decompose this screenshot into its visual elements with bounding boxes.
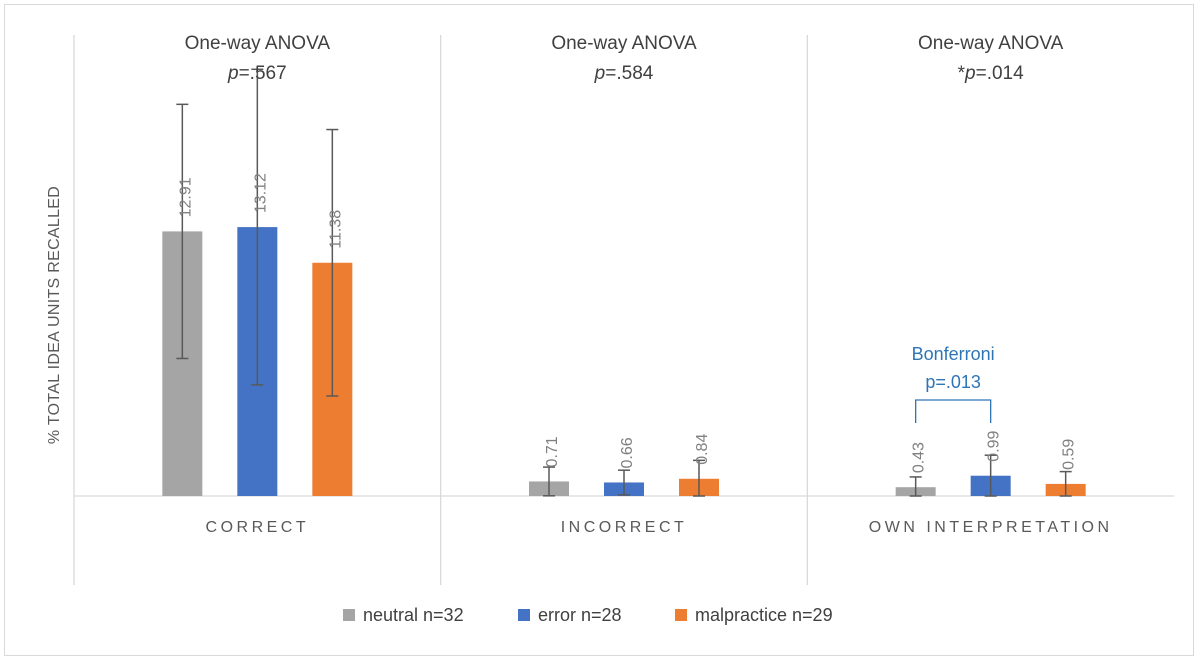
error-bar: [176, 103, 189, 360]
group-title: One-way ANOVA: [551, 33, 697, 54]
data-label: 0.99: [986, 430, 1003, 461]
group-title: One-way ANOVA: [185, 33, 331, 54]
legend-item: error n=28: [518, 605, 622, 625]
legend-swatch: [343, 609, 355, 621]
group-title: One-way ANOVA: [918, 33, 1064, 54]
significance-bracket: [915, 399, 992, 423]
group-p-value: p=.567: [227, 63, 287, 84]
error-bar: [618, 469, 630, 496]
annotation-p-value: p=.013: [925, 372, 981, 392]
group-p-value: *p=.014: [958, 63, 1024, 84]
data-label: 0.66: [619, 437, 636, 468]
error-bar: [909, 476, 922, 497]
data-label: 0.84: [694, 434, 711, 465]
data-label: 13.12: [252, 173, 269, 213]
bar-chart: One-way ANOVA p=.567 CORRECT 12.91 13.12 11.3…: [46, 33, 1174, 625]
error-bar: [984, 454, 997, 497]
legend-item: malpractice n=29: [675, 605, 833, 625]
legend-label: neutral n=32: [363, 605, 464, 625]
category-label: OWN INTERPRETATION: [869, 519, 1113, 536]
y-axis-label: % TOTAL IDEA UNITS RECALLED: [46, 186, 63, 444]
chart-frame: One-way ANOVA p=.567 CORRECT 12.91 13.12 11.3…: [4, 4, 1194, 656]
data-label: 11.38: [327, 210, 344, 249]
error-bar: [251, 68, 264, 386]
category-label: INCORRECT: [561, 519, 688, 536]
data-label: 0.59: [1061, 439, 1078, 470]
data-label: 0.71: [544, 436, 561, 467]
category-label: CORRECT: [206, 519, 310, 536]
legend-swatch: [518, 609, 530, 621]
legend-label: error n=28: [538, 605, 622, 625]
data-label: 0.43: [911, 442, 928, 473]
legend-item: neutral n=32: [343, 605, 464, 625]
legend-label: malpractice n=29: [695, 605, 833, 625]
group-p-value: p=.584: [594, 63, 654, 84]
data-label: 12.91: [177, 177, 194, 217]
error-bar: [1059, 470, 1072, 497]
annotation-label: Bonferroni: [912, 344, 995, 364]
legend-swatch: [675, 609, 687, 621]
error-bar: [693, 459, 705, 497]
error-bar: [326, 128, 339, 397]
error-bar: [543, 466, 555, 497]
